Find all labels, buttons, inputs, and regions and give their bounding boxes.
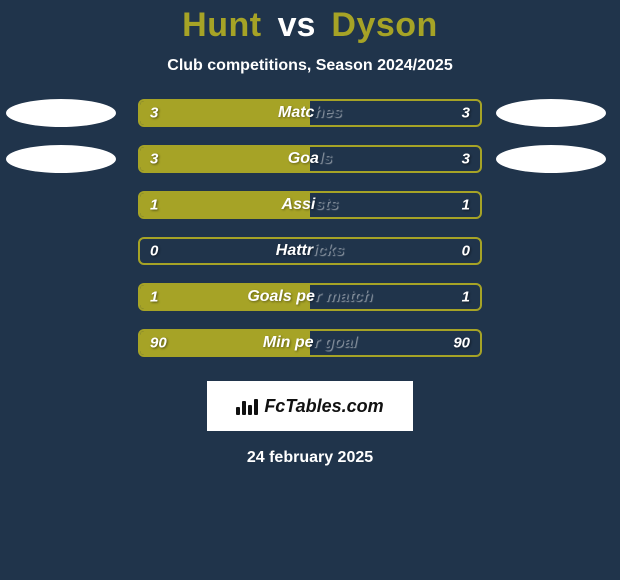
stat-label: Matches — [278, 104, 342, 122]
player-left-marker — [6, 99, 116, 127]
stat-bar: 3 3 Goals — [138, 145, 482, 173]
stat-bar: 1 1 Assists — [138, 191, 482, 219]
stats-chart: 3 3 Matches 3 3 Goals 1 1 Assists 0 0 Hattricks 1 1 Go… — [0, 99, 620, 375]
stat-value-left: 90 — [150, 335, 167, 352]
stat-label: Goals — [288, 150, 332, 168]
footer-date: 24 february 2025 — [247, 449, 373, 467]
stat-bar: 0 0 Hattricks — [138, 237, 482, 265]
player-right-marker — [496, 145, 606, 173]
stat-row: 90 90 Min per goal — [0, 329, 620, 357]
stat-label: Assists — [282, 196, 339, 214]
stat-label: Hattricks — [276, 242, 344, 260]
player-left-marker — [6, 145, 116, 173]
stat-bar: 3 3 Matches — [138, 99, 482, 127]
stat-value-right: 0 — [462, 243, 470, 260]
stat-bar: 90 90 Min per goal — [138, 329, 482, 357]
stat-label: Min per goal — [263, 334, 357, 352]
stat-label: Goals per match — [247, 288, 372, 306]
bar-chart-icon — [236, 397, 258, 415]
stat-value-left: 3 — [150, 151, 158, 168]
stat-bar: 1 1 Goals per match — [138, 283, 482, 311]
stat-value-left: 3 — [150, 105, 158, 122]
stat-value-right: 1 — [462, 197, 470, 214]
stat-row: 3 3 Matches — [0, 99, 620, 127]
stat-bar-fill-left — [140, 147, 310, 171]
comparison-card: Hunt vs Dyson Club competitions, Season … — [0, 0, 620, 467]
stat-value-right: 3 — [462, 151, 470, 168]
stat-value-left: 1 — [150, 289, 158, 306]
title-row: Hunt vs Dyson — [182, 6, 438, 45]
brand-badge[interactable]: FcTables.com — [207, 381, 413, 431]
brand-site-name: FcTables.com — [264, 396, 383, 417]
subtitle: Club competitions, Season 2024/2025 — [167, 57, 452, 75]
stat-row: 0 0 Hattricks — [0, 237, 620, 265]
stat-row: 1 1 Assists — [0, 191, 620, 219]
player-left-name: Hunt — [182, 6, 261, 45]
stat-value-right: 1 — [462, 289, 470, 306]
stat-value-right: 90 — [453, 335, 470, 352]
stat-value-left: 1 — [150, 197, 158, 214]
stat-value-right: 3 — [462, 105, 470, 122]
player-right-marker — [496, 99, 606, 127]
stat-value-left: 0 — [150, 243, 158, 260]
vs-label: vs — [278, 6, 316, 45]
stat-row: 3 3 Goals — [0, 145, 620, 173]
stat-row: 1 1 Goals per match — [0, 283, 620, 311]
player-right-name: Dyson — [331, 6, 437, 45]
